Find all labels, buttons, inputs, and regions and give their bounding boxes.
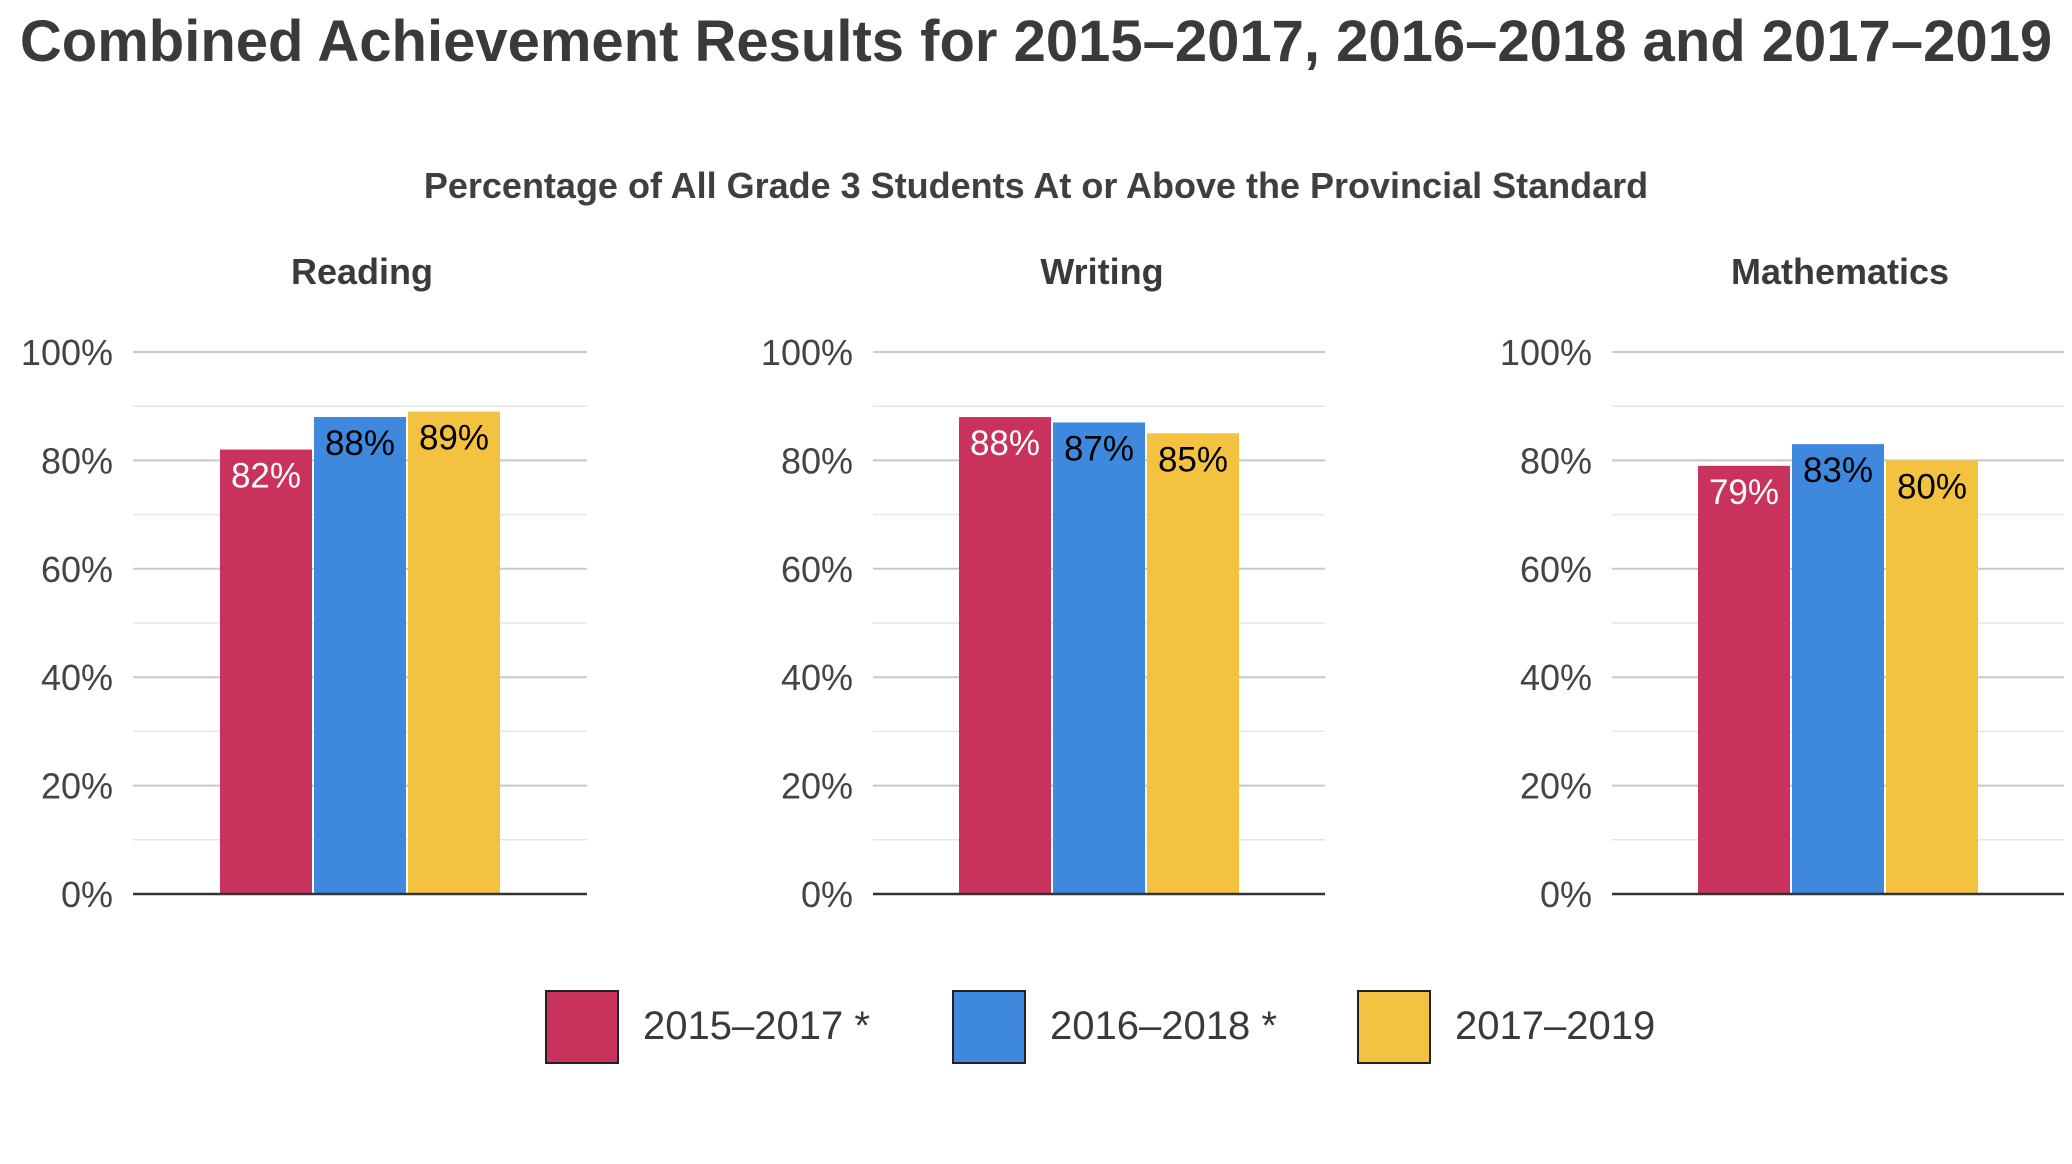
bar-mathematics-1[interactable] <box>1698 465 1790 894</box>
legend-swatch-2017-2019 <box>1357 990 1431 1064</box>
data-label-mathematics-3: 80% <box>1897 467 1967 506</box>
data-label-mathematics-1: 79% <box>1709 473 1779 512</box>
data-label-reading-1: 82% <box>231 457 301 496</box>
y-tick-label: 100% <box>761 332 853 373</box>
y-tick-label: 20% <box>41 766 113 807</box>
bar-reading-2[interactable] <box>314 417 406 894</box>
chart-subtitle: Percentage of All Grade 3 Students At or… <box>423 165 1649 206</box>
y-tick-label: 100% <box>21 332 113 373</box>
legend-label-2017-2019: 2017–2019 <box>1455 1004 1656 1048</box>
bar-mathematics-2[interactable] <box>1792 444 1884 894</box>
data-label-mathematics-2: 83% <box>1803 451 1873 490</box>
y-tick-label: 60% <box>1520 549 1592 590</box>
legend-label-2015-2017: 2015–2017 * <box>643 1004 870 1048</box>
bar-mathematics-3[interactable] <box>1886 460 1978 894</box>
y-tick-label: 80% <box>1520 440 1592 481</box>
panel-title-mathematics: Mathematics <box>1731 251 1949 292</box>
y-tick-label: 20% <box>781 766 853 807</box>
y-tick-label: 20% <box>1520 766 1592 807</box>
bar-reading-3[interactable] <box>408 411 500 894</box>
y-tick-label: 40% <box>41 657 113 698</box>
y-tick-label: 40% <box>1520 657 1592 698</box>
charts-area: Reading 0% 20% 40% 60% 80% 100% 82% 88% 89% Writin… <box>21 251 2064 915</box>
y-tick-label: 100% <box>1500 332 1592 373</box>
chart-main-title: Combined Achievement Results for 2015–20… <box>19 9 2053 74</box>
legend-swatch-2015-2017 <box>545 990 619 1064</box>
legend: 2015–2017 * 2016–2018 * 2017–2019 <box>0 990 2072 1070</box>
bar-writing-3[interactable] <box>1147 433 1239 894</box>
data-label-reading-3: 89% <box>419 419 489 458</box>
panel-title-reading: Reading <box>291 251 433 292</box>
data-label-writing-1: 88% <box>970 424 1040 463</box>
bar-reading-1[interactable] <box>220 449 312 894</box>
legend-swatch-2016-2018 <box>952 990 1026 1064</box>
y-tick-label: 60% <box>41 549 113 590</box>
y-tick-label: 80% <box>41 440 113 481</box>
panel-title-writing: Writing <box>1040 251 1163 292</box>
y-tick-label: 80% <box>781 440 853 481</box>
data-label-reading-2: 88% <box>325 424 395 463</box>
legend-label-2016-2018: 2016–2018 * <box>1050 1004 1277 1048</box>
data-label-writing-3: 85% <box>1158 440 1228 479</box>
data-label-writing-2: 87% <box>1064 429 1134 468</box>
y-tick-label: 60% <box>781 549 853 590</box>
bar-writing-1[interactable] <box>959 417 1051 894</box>
y-tick-label: 0% <box>61 874 113 915</box>
bar-writing-2[interactable] <box>1053 422 1145 894</box>
y-tick-label: 0% <box>1540 874 1592 915</box>
y-tick-label: 0% <box>801 874 853 915</box>
y-tick-label: 40% <box>781 657 853 698</box>
